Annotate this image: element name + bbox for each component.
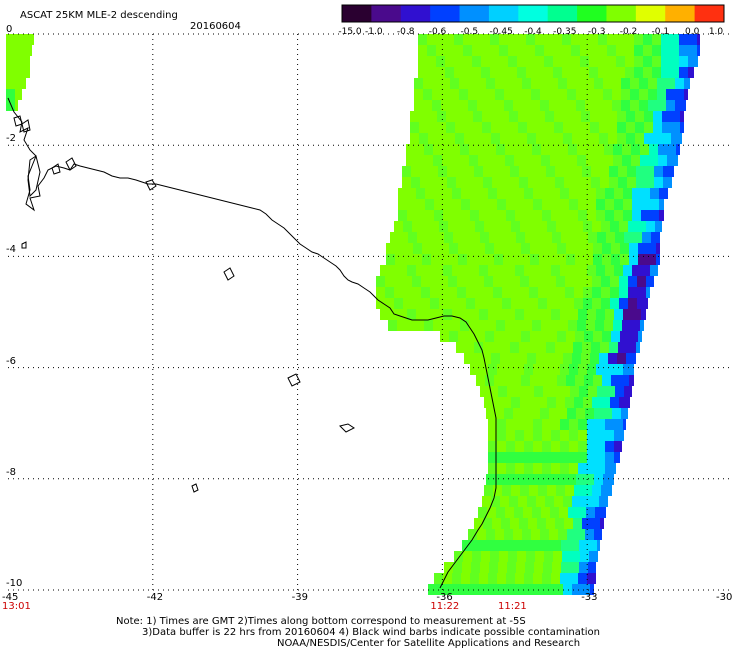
y-tick-label: -2 [6, 133, 16, 145]
x-tick-label: -45 [2, 592, 19, 603]
colorbar-tick-label: -0.4 [524, 27, 542, 37]
note-line-3: NOAA/NESDIS/Center for Satellite Applica… [277, 638, 581, 649]
y-tick-label: 0 [6, 24, 13, 35]
x-tick-label: -42 [146, 592, 164, 603]
colorbar-tick-label: 0.0 [684, 27, 700, 37]
product-title: ASCAT 25KM MLE-2 descending [20, 10, 178, 21]
coastline [7, 97, 497, 589]
colorbar-tick-label: -0.45 [489, 27, 513, 37]
time-label: 13:01 [2, 601, 31, 612]
colorbar-tick-label: -0.3 [587, 27, 606, 37]
colorbar-tick-label: -0.1 [651, 27, 670, 37]
colorbar-tick-label: -1.0 [365, 27, 383, 37]
time-label: 11:22 [430, 601, 460, 612]
colorbar-tick-label: -15.0 [338, 27, 362, 37]
colorbar-tick-label: -0.6 [428, 27, 447, 37]
note-line-1: Note: 1) Times are GMT 2)Times along bot… [116, 616, 526, 627]
colorbar-tick-label: 1.0 [708, 27, 724, 37]
y-tick-label: -4 [6, 244, 16, 256]
colorbar-tick-label: -0.35 [553, 27, 577, 37]
map-frame [8, 33, 732, 591]
x-tick-label: -33 [581, 592, 598, 603]
x-tick-label: -39 [291, 592, 308, 603]
colorbar-tick-label: -0.5 [460, 27, 479, 37]
note-line-2: 3)Data buffer is 22 hrs from 20160604 4)… [142, 627, 600, 638]
x-tick-label: -36 [436, 592, 453, 603]
y-tick-label: -6 [6, 355, 16, 367]
y-tick-label: -10 [6, 578, 23, 589]
x-tick-label: -30 [716, 592, 733, 603]
colorbar-tick-label: -0.8 [396, 27, 415, 37]
y-tick-label: -8 [6, 466, 16, 478]
product-date: 20160604 [190, 21, 241, 32]
colorbar [341, 4, 725, 23]
time-label: 11:21 [497, 601, 527, 612]
wind-data-swath [6, 34, 700, 595]
lat-lon-grid [8, 34, 732, 590]
colorbar-tick-label: -0.2 [619, 27, 638, 37]
